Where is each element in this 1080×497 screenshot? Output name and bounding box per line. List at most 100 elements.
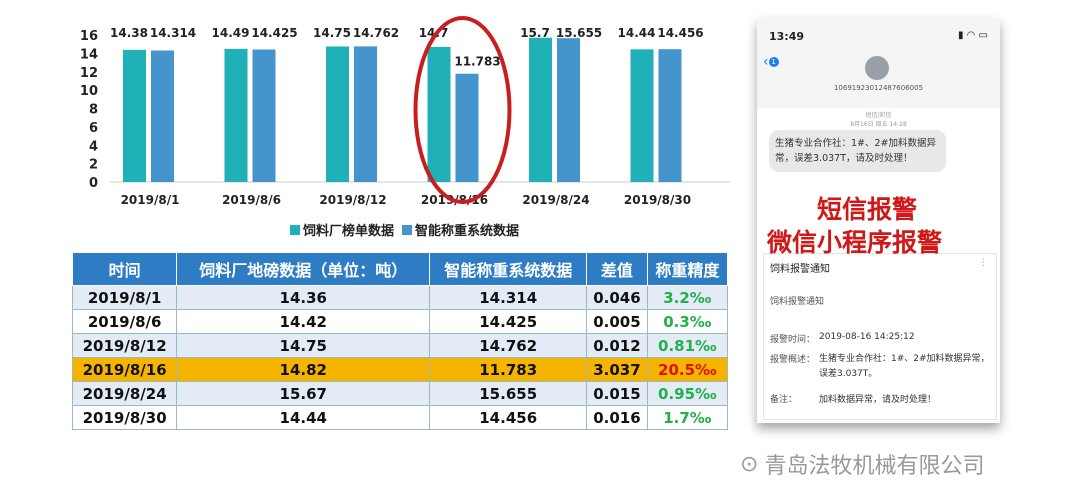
more-icon[interactable]: ⋮ — [979, 258, 988, 268]
phone-header: 13:49 ▮ ◠ ▭ ‹ 1 10691923012487606005 — [757, 18, 1000, 108]
table-cell: 0.81‰ — [646, 333, 729, 358]
bar — [123, 49, 146, 182]
y-tick-label: 10 — [80, 84, 98, 99]
table-row: 2019/8/1 14.36 14.314 0.046 3.2‰ — [71, 285, 729, 310]
bar — [658, 49, 682, 182]
column-header: 智能称重系统数据 — [429, 252, 588, 286]
wechat-icon: ⊙ — [740, 451, 759, 477]
bar — [326, 46, 349, 182]
x-tick-label: 2019/8/1 — [121, 193, 180, 207]
table-cell: 0.012 — [586, 333, 648, 358]
table-row: 2019/8/24 15.67 15.655 0.015 0.95‰ — [71, 381, 729, 406]
data-label: 11.783 — [454, 55, 500, 69]
bar — [224, 48, 248, 182]
avatar-icon — [865, 56, 889, 80]
y-tick-label: 4 — [89, 139, 98, 154]
table-cell: 2019/8/16 — [71, 357, 178, 382]
sms-bubble: 生猪专业合作社：1#、2#加料数据异常，误差3.037T，请及时处理！ — [769, 130, 946, 172]
watermark: ⊙ 青岛法牧机械有限公司 — [740, 451, 985, 480]
alert-note-row: 备注： 加料数据异常，请及时处理！ — [770, 395, 937, 405]
card-subtitle: 饲料报警通知 — [770, 297, 825, 307]
table-cell: 0.005 — [586, 309, 648, 334]
table-cell: 2019/8/12 — [71, 333, 178, 358]
alert-time-row: 报警时间： 2019-08-16 14:25:12 — [770, 332, 915, 345]
column-header: 差值 — [586, 252, 648, 286]
table-row: 2019/8/6 14.42 14.425 0.005 0.3‰ — [71, 309, 729, 334]
column-header: 时间 — [71, 252, 178, 286]
bar — [427, 46, 451, 182]
bar-chart: 0 2 4 6 8 10 12 14 16 2019/8/1 14.38 14.314 2019/8/6… — [80, 16, 730, 207]
highlight-ellipse — [413, 16, 512, 204]
bar — [151, 50, 174, 182]
x-tick-label: 2019/8/30 — [624, 193, 691, 207]
bar — [529, 37, 552, 182]
legend-item-feed-factory: 饲料厂榜单数据 — [290, 220, 394, 239]
message-meta: 短信/彩信 8月16日 周五 14:28 — [850, 112, 907, 128]
table-cell: 0.016 — [586, 405, 648, 430]
table-cell: 0.3‰ — [646, 309, 729, 334]
alert-desc-row: 报警概述： 生猪专业合作社：1#、2#加料数据异常，误差3.037T。 — [770, 354, 990, 379]
x-tick-label: 2019/8/12 — [319, 193, 386, 207]
y-tick-label: 8 — [89, 103, 98, 118]
y-tick-label: 16 — [80, 29, 98, 44]
card-title: 饲料报警通知 — [770, 264, 830, 275]
legend-item-smart-weighing: 智能称重系统数据 — [402, 220, 519, 239]
bar — [455, 73, 479, 182]
table-cell: 20.5‰ — [646, 357, 729, 382]
table-cell: 2019/8/6 — [71, 309, 178, 334]
table-cell: 3.037 — [586, 357, 648, 382]
data-label: 14.38 — [110, 26, 148, 40]
column-header: 称重精度 — [646, 252, 729, 286]
table-cell: 14.44 — [176, 405, 431, 430]
table-cell: 1.7‰ — [646, 405, 729, 430]
y-tick-label: 6 — [89, 121, 98, 136]
x-tick-label: 2019/8/6 — [222, 193, 281, 207]
wechat-alert-label: 微信小程序报警 — [767, 228, 943, 257]
table-cell: 3.2‰ — [646, 285, 729, 310]
sender-number[interactable]: 10691923012487606005 — [833, 84, 924, 92]
table-row: 2019/8/30 14.44 14.456 0.016 1.7‰ — [71, 405, 729, 430]
data-label: 15.655 — [556, 26, 602, 40]
table-header-row: 时间 饲料厂地磅数据（单位：吨） 智能称重系统数据 差值 称重精度 — [71, 252, 729, 286]
bar — [354, 46, 377, 183]
table-cell: 2019/8/24 — [71, 381, 178, 406]
y-tick-label: 2 — [89, 158, 98, 173]
table-cell: 15.67 — [176, 381, 431, 406]
data-label: 14.49 — [212, 26, 250, 40]
data-label: 14.456 — [657, 26, 703, 40]
table-cell: 14.75 — [176, 333, 431, 358]
table-cell: 14.314 — [429, 285, 588, 310]
table-cell: 14.762 — [429, 333, 588, 358]
status-icons: ▮ ◠ ▭ — [957, 30, 988, 41]
y-tick-label: 12 — [80, 66, 98, 81]
x-tick-label: 2019/8/24 — [522, 193, 589, 207]
wechat-alert-card: 饲料报警通知 ⋮ 饲料报警通知 报警时间： 2019-08-16 14:25:12… — [763, 253, 997, 420]
data-label: 14.762 — [353, 26, 399, 40]
data-label: 15.7 — [520, 26, 550, 40]
table-cell: 14.82 — [176, 357, 431, 382]
table-cell: 0.95‰ — [646, 381, 729, 406]
table-cell: 2019/8/1 — [71, 285, 178, 310]
data-label: 14.44 — [618, 26, 656, 40]
table-cell: 0.015 — [586, 381, 648, 406]
table-cell: 0.046 — [586, 285, 648, 310]
data-label: 14.75 — [313, 26, 351, 40]
column-header: 饲料厂地磅数据（单位：吨） — [176, 252, 431, 286]
data-label: 14.425 — [251, 26, 297, 40]
table-cell: 14.36 — [176, 285, 431, 310]
table-cell: 14.456 — [429, 405, 588, 430]
table-row: 2019/8/16 14.82 11.783 3.037 20.5‰ — [71, 357, 729, 382]
table-cell: 14.42 — [176, 309, 431, 334]
table-cell: 2019/8/30 — [71, 405, 178, 430]
back-button[interactable]: ‹ 1 — [763, 54, 779, 70]
bar — [630, 49, 654, 182]
comparison-table: 时间 饲料厂地磅数据（单位：吨） 智能称重系统数据 差值 称重精度 2019/8/1 14… — [71, 252, 729, 430]
y-tick-label: 14 — [80, 47, 98, 62]
phone-screenshot: 13:49 ▮ ◠ ▭ ‹ 1 10691923012487606005 短信/彩… — [757, 18, 1000, 423]
data-label: 14.314 — [150, 26, 196, 40]
status-time: 13:49 — [769, 30, 805, 43]
table-cell: 14.425 — [429, 309, 588, 334]
table-cell: 15.655 — [429, 381, 588, 406]
chart-legend: 饲料厂榜单数据 智能称重系统数据 — [290, 220, 519, 239]
bar — [252, 49, 276, 183]
